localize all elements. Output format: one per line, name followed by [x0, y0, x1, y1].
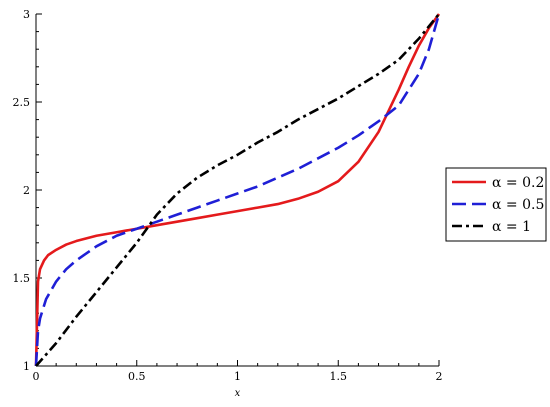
y-tick-label: 2.5	[13, 96, 31, 109]
legend-label-3: α = 1	[492, 219, 531, 235]
x-tick-label: 1.5	[330, 370, 348, 383]
x-axis-title: x	[235, 388, 241, 399]
series-line-3	[35, 13, 441, 367]
x-tick-label: 2	[436, 370, 443, 383]
y-tick-label: 2	[23, 184, 30, 197]
y-tick-label: 3	[23, 8, 30, 21]
series-lines	[34, 13, 441, 367]
legend-label-2: α = 0.5	[492, 197, 544, 213]
series-line-2	[34, 13, 441, 367]
legend: α = 0.2 α = 0.5 α = 1	[445, 167, 547, 242]
axes	[35, 14, 439, 367]
x-tick-label: 1	[234, 370, 241, 383]
legend-label-1: α = 0.2	[492, 175, 544, 191]
tick-labels: 0 0.5 1 1.5 2 1 1.5 2 2.5 3	[13, 8, 443, 383]
y-tick-label: 1	[23, 360, 30, 373]
x-tick-label: 0	[33, 370, 40, 383]
y-tick-label: 1.5	[13, 272, 31, 285]
axis-ticks	[35, 13, 440, 367]
series-line-1	[34, 13, 441, 367]
x-tick-label: 0.5	[128, 370, 146, 383]
